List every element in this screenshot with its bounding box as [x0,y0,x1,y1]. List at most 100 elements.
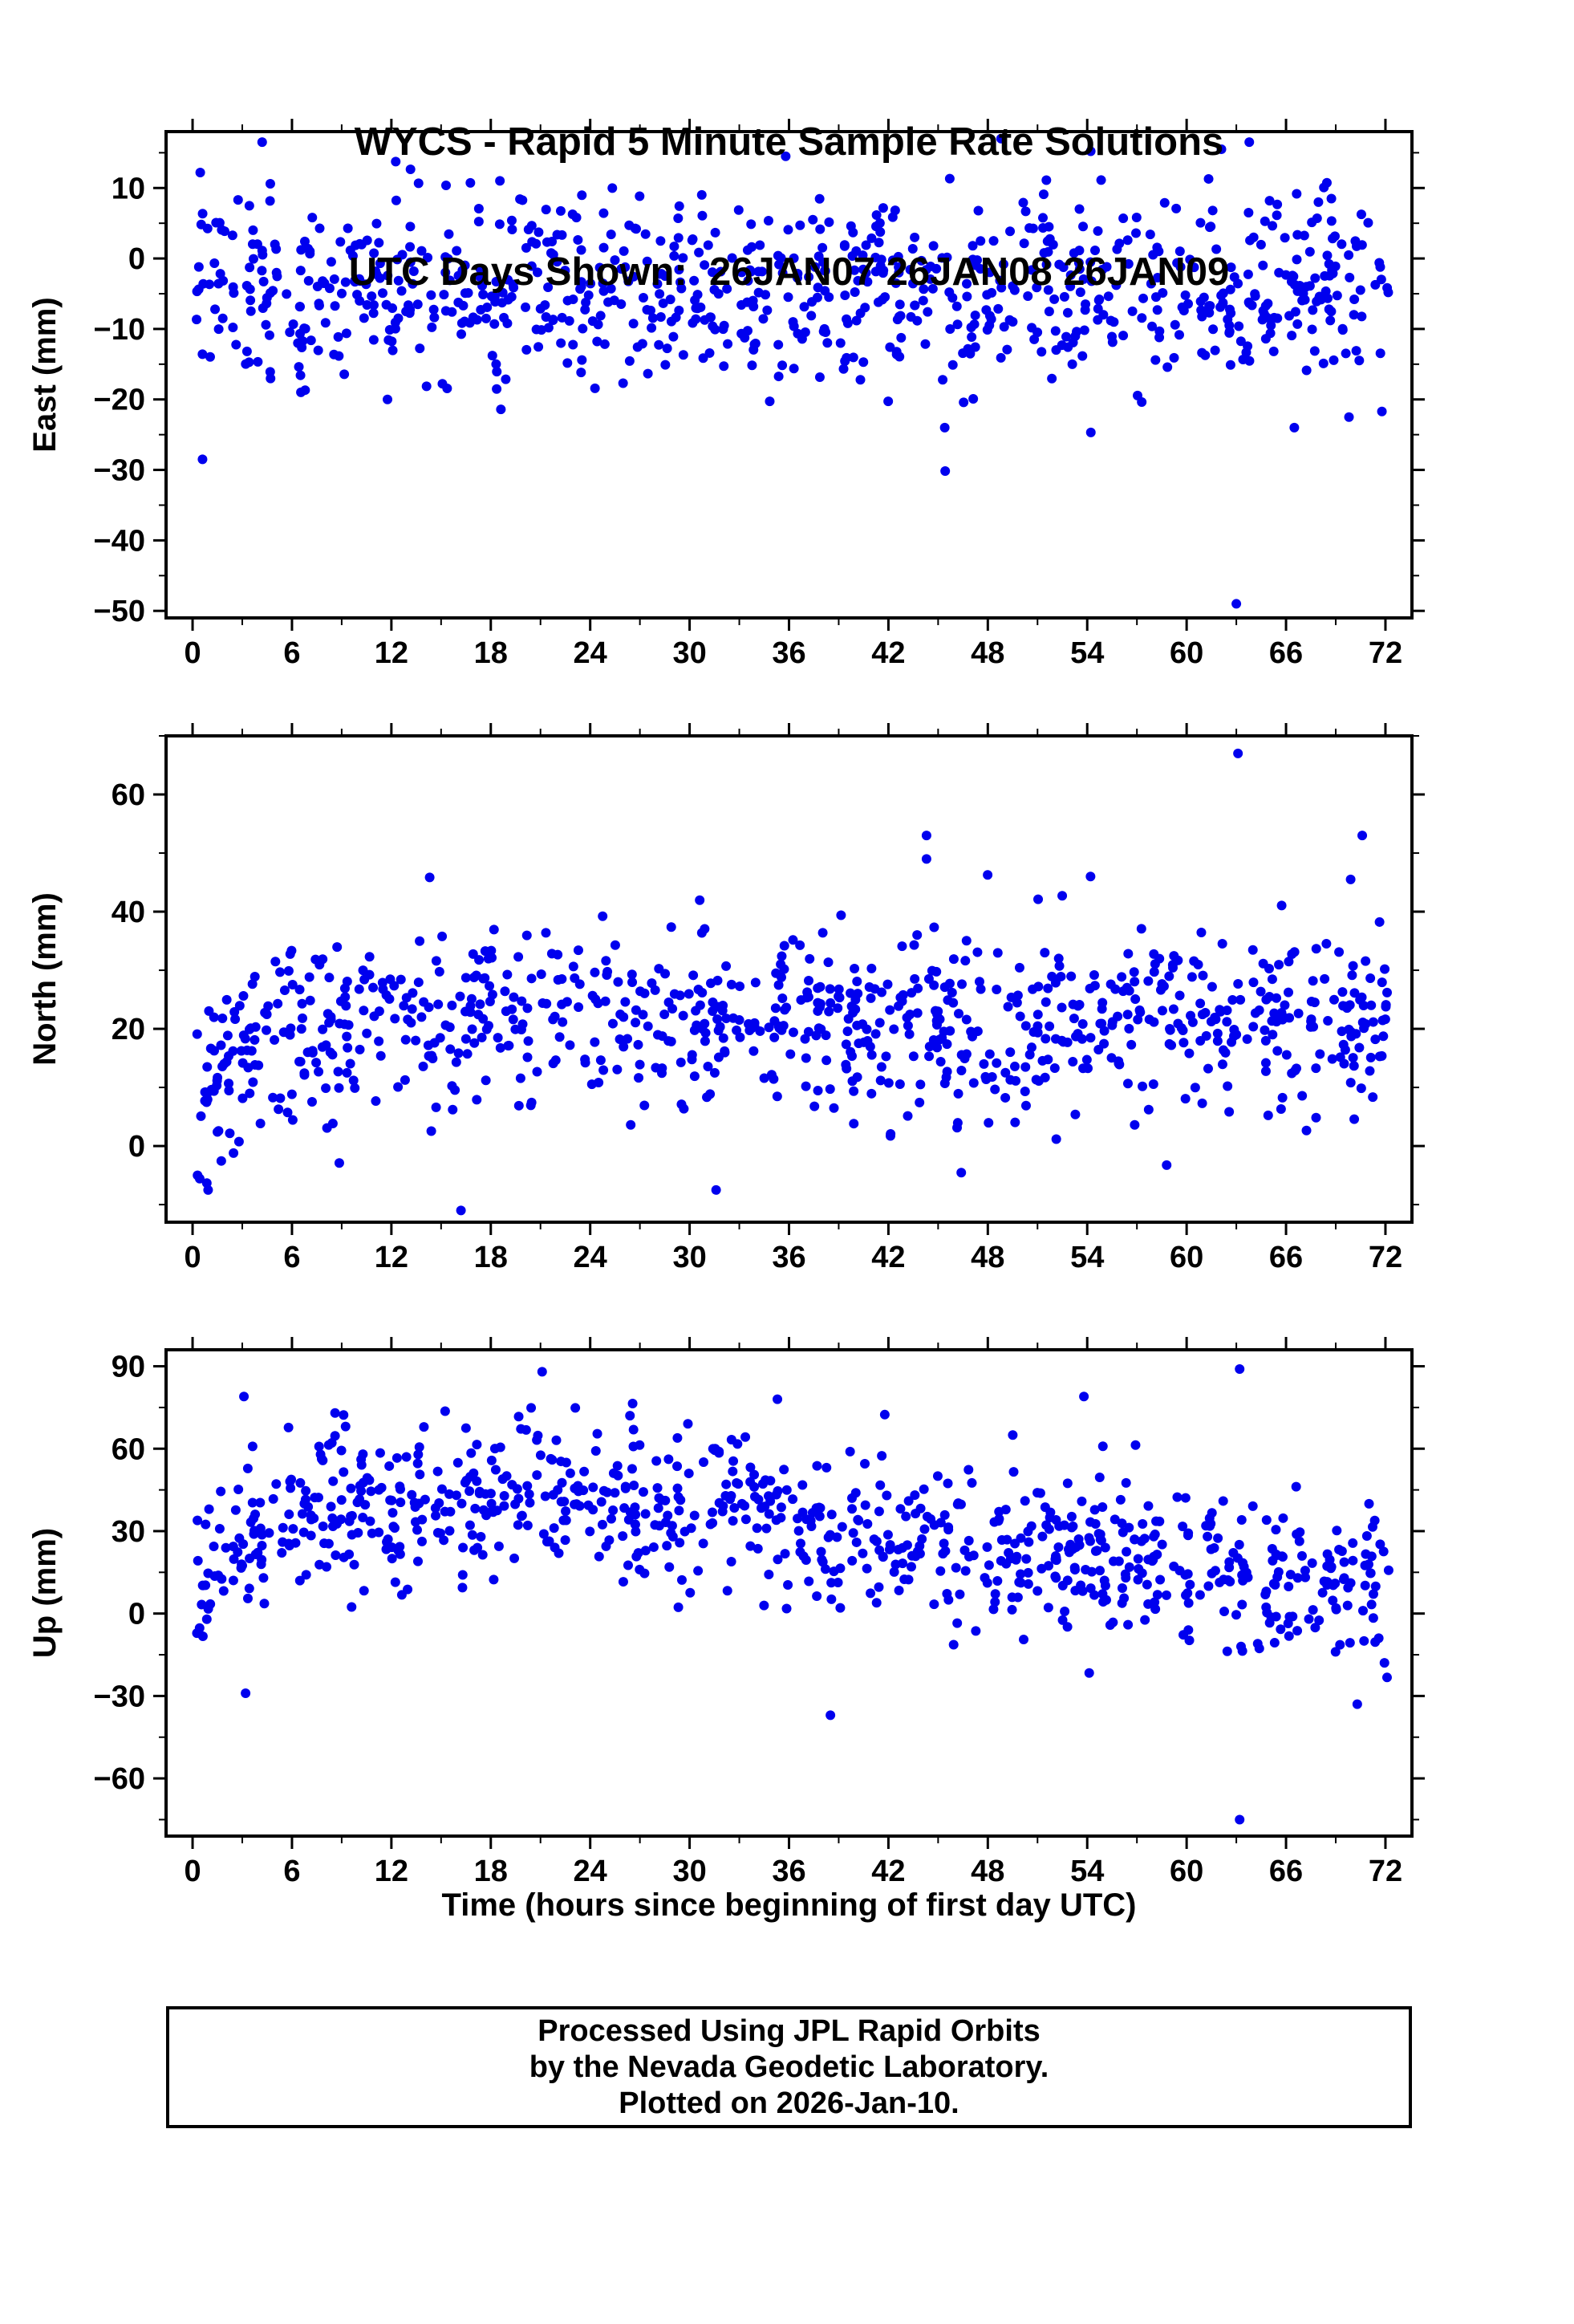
data-point [255,1497,266,1508]
data-point [1099,1026,1110,1036]
data-point [659,271,670,282]
data-point [606,283,616,294]
data-point [1081,299,1091,310]
data-point [824,292,834,303]
data-point [452,246,462,256]
data-point [709,1067,720,1078]
data-point [466,993,477,1004]
data-point [1152,1590,1162,1600]
data-point [817,242,828,253]
data-point [249,1529,259,1539]
data-point [834,993,845,1003]
data-point [608,1505,619,1515]
data-point [213,1072,223,1083]
data-point [697,987,708,997]
data-point [815,998,826,1009]
data-point [1000,1505,1011,1515]
x-tick-label: 24 [574,636,607,670]
data-point [942,1067,952,1077]
data-point [968,1550,979,1561]
data-point [328,1476,339,1486]
data-point [630,1519,640,1530]
data-point [1260,1058,1271,1068]
data-point [693,1566,704,1576]
data-point [1330,1647,1341,1657]
data-point [491,359,501,369]
data-point [631,1005,641,1015]
data-point [885,342,895,352]
data-point [431,956,441,966]
data-point [541,928,551,938]
data-point [1064,1547,1074,1558]
data-point [1206,1544,1216,1554]
data-point [1023,1578,1033,1589]
data-point [560,1535,570,1546]
data-point [919,284,929,295]
data-point [507,1004,517,1014]
data-point [907,988,917,998]
data-point [1083,1063,1093,1074]
data-point [387,1554,397,1564]
data-point [1260,216,1270,226]
data-point [389,981,400,991]
data-point [652,1483,663,1493]
data-point [814,1511,825,1522]
data-point [1174,990,1185,1001]
data-point [1045,1021,1055,1031]
data-point [821,1055,832,1066]
data-point [540,1491,550,1501]
data-point [1293,1008,1304,1018]
data-point [662,343,672,354]
x-tick-label: 12 [375,636,408,670]
data-point [968,1078,979,1088]
data-point [820,266,830,276]
data-point [1124,1522,1134,1533]
y-tick-label: 0 [128,242,145,276]
data-point [718,1033,728,1043]
data-point [568,961,578,972]
data-point [1008,281,1018,291]
data-point [205,351,215,362]
data-point [1053,953,1064,964]
data-point [390,317,400,327]
data-point [512,1484,522,1494]
data-point [652,1030,663,1040]
data-point-outlier [921,854,931,864]
data-point [609,295,619,306]
data-point [1135,1007,1146,1018]
data-point [1317,1587,1328,1598]
data-point [1044,307,1054,317]
data-point [690,295,700,306]
data-point [968,393,979,404]
data-point [203,1568,213,1578]
data-point [606,230,616,240]
x-tick-label: 12 [375,1241,408,1274]
data-point [1365,1568,1376,1578]
data-point [284,1509,294,1520]
data-point [1010,1538,1020,1549]
data-point [1073,258,1084,268]
data-point [197,349,208,360]
data-point [513,952,524,962]
x-tick-label: 54 [1070,636,1104,670]
data-point [685,1587,696,1598]
data-point [1075,287,1085,298]
data-point [400,1075,410,1085]
data-point [878,203,888,213]
data-point [779,964,789,974]
data-point [1161,1590,1171,1600]
data-point [1117,1583,1127,1593]
data-point [1143,1501,1154,1511]
data-point [1078,274,1089,284]
data-point [1117,1518,1127,1529]
data-point [1050,326,1061,336]
data-point [956,1050,967,1060]
data-point [543,323,554,333]
data-point [776,1502,786,1513]
data-point [1349,295,1360,305]
data-point [1060,1607,1070,1617]
data-point [882,1530,893,1540]
data-point [412,1556,423,1566]
data-point [972,1026,983,1037]
data-point [598,286,609,296]
